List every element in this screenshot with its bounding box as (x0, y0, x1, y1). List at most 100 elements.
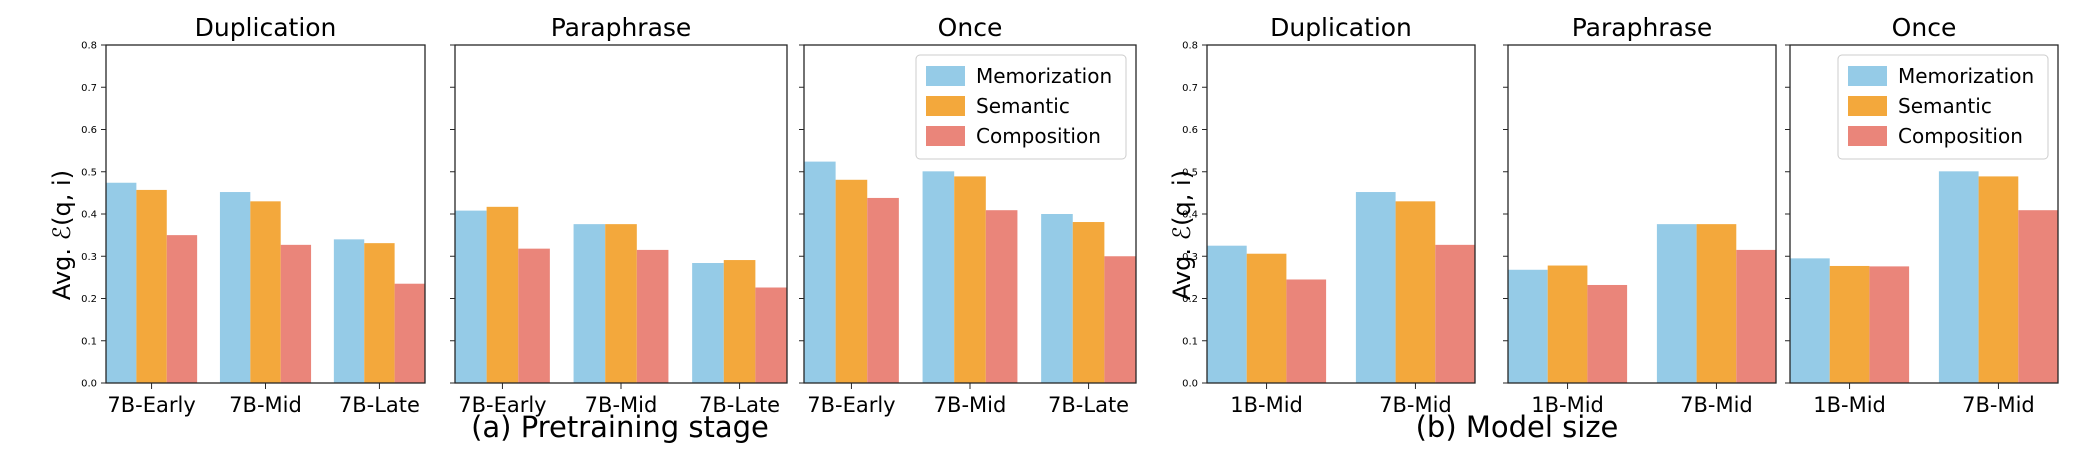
panel-2: Once 7B-Early 7B-Mid 7B-Late Memorization Sem… (799, 13, 1137, 417)
bar-memorization-0 (804, 161, 836, 383)
bar-memorization-1 (1656, 224, 1697, 383)
bar-composition-2 (755, 287, 787, 383)
bar-composition-2 (1104, 256, 1136, 383)
y-tick-label: 0.0 (1182, 379, 1198, 390)
y-axis-labels: Avg. ℰ(q, i) Avg. ℰ(q, i) (48, 170, 1196, 300)
y-tick-label: 0.1 (1182, 336, 1198, 347)
bar-semantic-0 (136, 189, 167, 383)
panel-5: Once 1B-Mid 7B-Mid Memorization Semantic Comp… (1785, 13, 2059, 417)
bar-memorization-1 (922, 171, 955, 383)
bar-composition-2 (394, 283, 425, 383)
panel-title: Once (1892, 13, 1957, 42)
y-tick-label: 0.4 (81, 210, 97, 221)
legend-label-composition: Composition (976, 124, 1101, 148)
bar-memorization-1 (1355, 192, 1396, 383)
legend-swatch-semantic (1848, 96, 1887, 116)
caption-model-size: (b) Model size (1416, 410, 1619, 444)
y-tick-label: 0.3 (1182, 252, 1198, 263)
bar-semantic-0 (1246, 253, 1287, 383)
x-tick-label: 7B-Late (699, 393, 780, 417)
bar-memorization-2 (1041, 214, 1073, 383)
x-tick-label: 1B-Mid (1813, 393, 1886, 417)
y-tick-label: 0.7 (1182, 83, 1198, 94)
panel-3: Duplication 1B-Mid 7B-Mid 0.0 0.1 0.2 0.3 0.4 0.… (1182, 13, 1476, 417)
bar-composition-0 (1286, 279, 1327, 383)
panel-title: Duplication (195, 13, 337, 42)
y-tick-label: 0.4 (1182, 210, 1198, 221)
bar-semantic-0 (1547, 265, 1588, 383)
bar-semantic-0 (486, 206, 519, 383)
bar-memorization-0 (1790, 258, 1830, 383)
legend-swatch-semantic (926, 96, 965, 116)
x-tick-label: 7B-Early (107, 393, 195, 417)
legend-swatch-memorization (1848, 66, 1887, 86)
group-captions: (a) Pretraining stage (b) Model size (471, 410, 1618, 444)
panel-4: Paraphrase 1B-Mid 7B-Mid (1503, 13, 1777, 417)
bar-composition-1 (985, 210, 1018, 383)
legend-label-semantic: Semantic (976, 94, 1070, 118)
bar-composition-1 (636, 249, 669, 383)
bar-semantic-2 (1072, 222, 1105, 383)
legend-swatch-memorization (926, 66, 965, 86)
y-tick-label: 0.6 (1182, 125, 1198, 136)
x-tick-label: 7B-Mid (1680, 393, 1753, 417)
x-tick-label: 7B-Mid (229, 393, 302, 417)
legend-label-memorization: Memorization (976, 64, 1112, 88)
bar-memorization-1 (1938, 171, 1979, 383)
x-tick-label: 7B-Mid (934, 393, 1007, 417)
bar-composition-1 (280, 244, 312, 383)
legend-box (915, 54, 1127, 160)
bar-semantic-0 (835, 179, 868, 383)
x-tick-label: 7B-Mid (1962, 393, 2035, 417)
y-tick-label: 0.5 (81, 167, 97, 178)
y-tick-label: 0.7 (81, 83, 97, 94)
bar-composition-0 (1869, 266, 1910, 383)
panel-title: Paraphrase (551, 13, 692, 42)
panel-title: Duplication (1270, 13, 1412, 42)
bar-memorization-0 (106, 182, 137, 383)
y-tick-label: 0.8 (81, 41, 97, 52)
bar-composition-1 (1435, 244, 1475, 383)
bar-semantic-1 (954, 176, 986, 383)
panel-1: Paraphrase 7B-Early 7B-Mid 7B-Late (450, 13, 788, 417)
y-tick-label: 0.6 (81, 125, 97, 136)
bar-semantic-1 (1696, 224, 1737, 383)
x-tick-label: 7B-Mid (585, 393, 658, 417)
legend-label-semantic: Semantic (1898, 94, 1992, 118)
chart-panels: Duplication 7B-Early 7B-Mid 7B-Late 0.0 0.1 0.… (81, 13, 2059, 417)
y-tick-label: 0.0 (81, 379, 97, 390)
legend-box (1837, 54, 2049, 160)
y-tick-label: 0.3 (81, 252, 97, 263)
x-tick-label: 7B-Early (807, 393, 895, 417)
y-tick-label: 0.5 (1182, 167, 1198, 178)
x-tick-label: 7B-Late (1048, 393, 1129, 417)
legend: Memorization Semantic Composition (1837, 54, 2049, 160)
bar-semantic-2 (723, 260, 756, 383)
panel-title: Once (938, 13, 1003, 42)
bar-semantic-1 (1978, 176, 2019, 383)
x-tick-label: 7B-Early (458, 393, 546, 417)
bar-composition-0 (166, 235, 198, 383)
x-tick-label: 7B-Mid (1379, 393, 1452, 417)
panel-0: Duplication 7B-Early 7B-Mid 7B-Late 0.0 0.1 0.… (81, 13, 426, 417)
bar-memorization-2 (692, 263, 724, 383)
y-tick-label: 0.1 (81, 336, 97, 347)
bar-memorization-0 (1508, 269, 1548, 383)
legend-label-composition: Composition (1898, 124, 2023, 148)
bar-composition-1 (2018, 210, 2058, 383)
legend-label-memorization: Memorization (1898, 64, 2034, 88)
bar-memorization-0 (1207, 245, 1247, 383)
bar-composition-0 (518, 248, 550, 383)
y-tick-label: 0.8 (1182, 41, 1198, 52)
y-axis-label-left: Avg. ℰ(q, i) (48, 170, 76, 300)
legend-swatch-composition (926, 126, 965, 146)
bar-memorization-1 (219, 192, 251, 383)
bar-composition-1 (1736, 249, 1776, 383)
y-tick-label: 0.2 (1182, 294, 1198, 305)
bar-semantic-2 (364, 243, 395, 383)
legend-swatch-composition (1848, 126, 1887, 146)
bar-memorization-1 (573, 224, 606, 383)
caption-pretraining-stage: (a) Pretraining stage (471, 410, 769, 444)
x-tick-label: 7B-Late (339, 393, 420, 417)
